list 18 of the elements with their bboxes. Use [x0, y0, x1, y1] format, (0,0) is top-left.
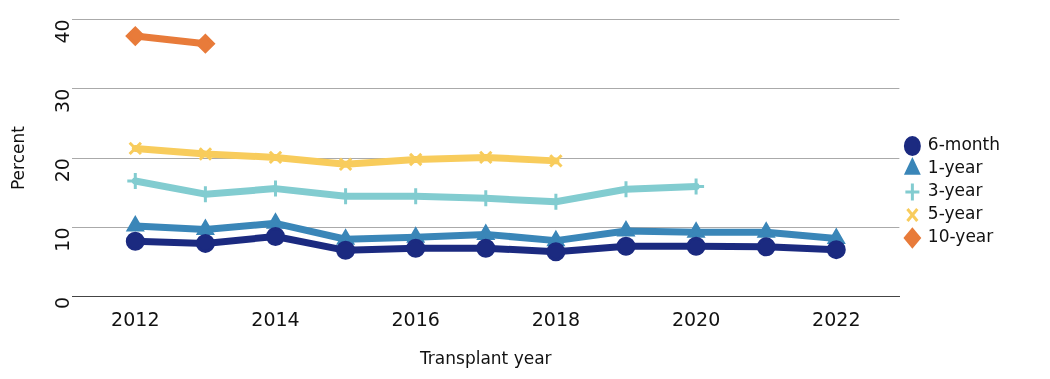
x-tick-label: 2012 — [111, 308, 160, 331]
x-tick-label: 2014 — [251, 308, 300, 331]
x-tick-label: 2020 — [671, 308, 721, 331]
legend-label: 1-year — [927, 157, 983, 178]
legend-label: 3-year — [927, 180, 983, 201]
y-tick-label: 0 — [51, 296, 74, 309]
x-tick-label: 2022 — [812, 308, 861, 331]
y-tick-label: 30 — [51, 88, 74, 113]
legend-label: 10-year — [927, 226, 994, 247]
legend-label: 6-month — [927, 134, 1001, 155]
x-tick-label: 2016 — [391, 308, 440, 331]
y-tick-label: 20 — [51, 158, 74, 183]
y-tick-label: 40 — [51, 19, 74, 44]
y-axis-title: Percent — [7, 125, 28, 191]
x-tick-label: 2018 — [531, 308, 581, 331]
legend-label: 5-year — [927, 203, 983, 224]
y-tick-label: 10 — [51, 227, 74, 252]
x-axis-title: Transplant year — [418, 348, 552, 369]
